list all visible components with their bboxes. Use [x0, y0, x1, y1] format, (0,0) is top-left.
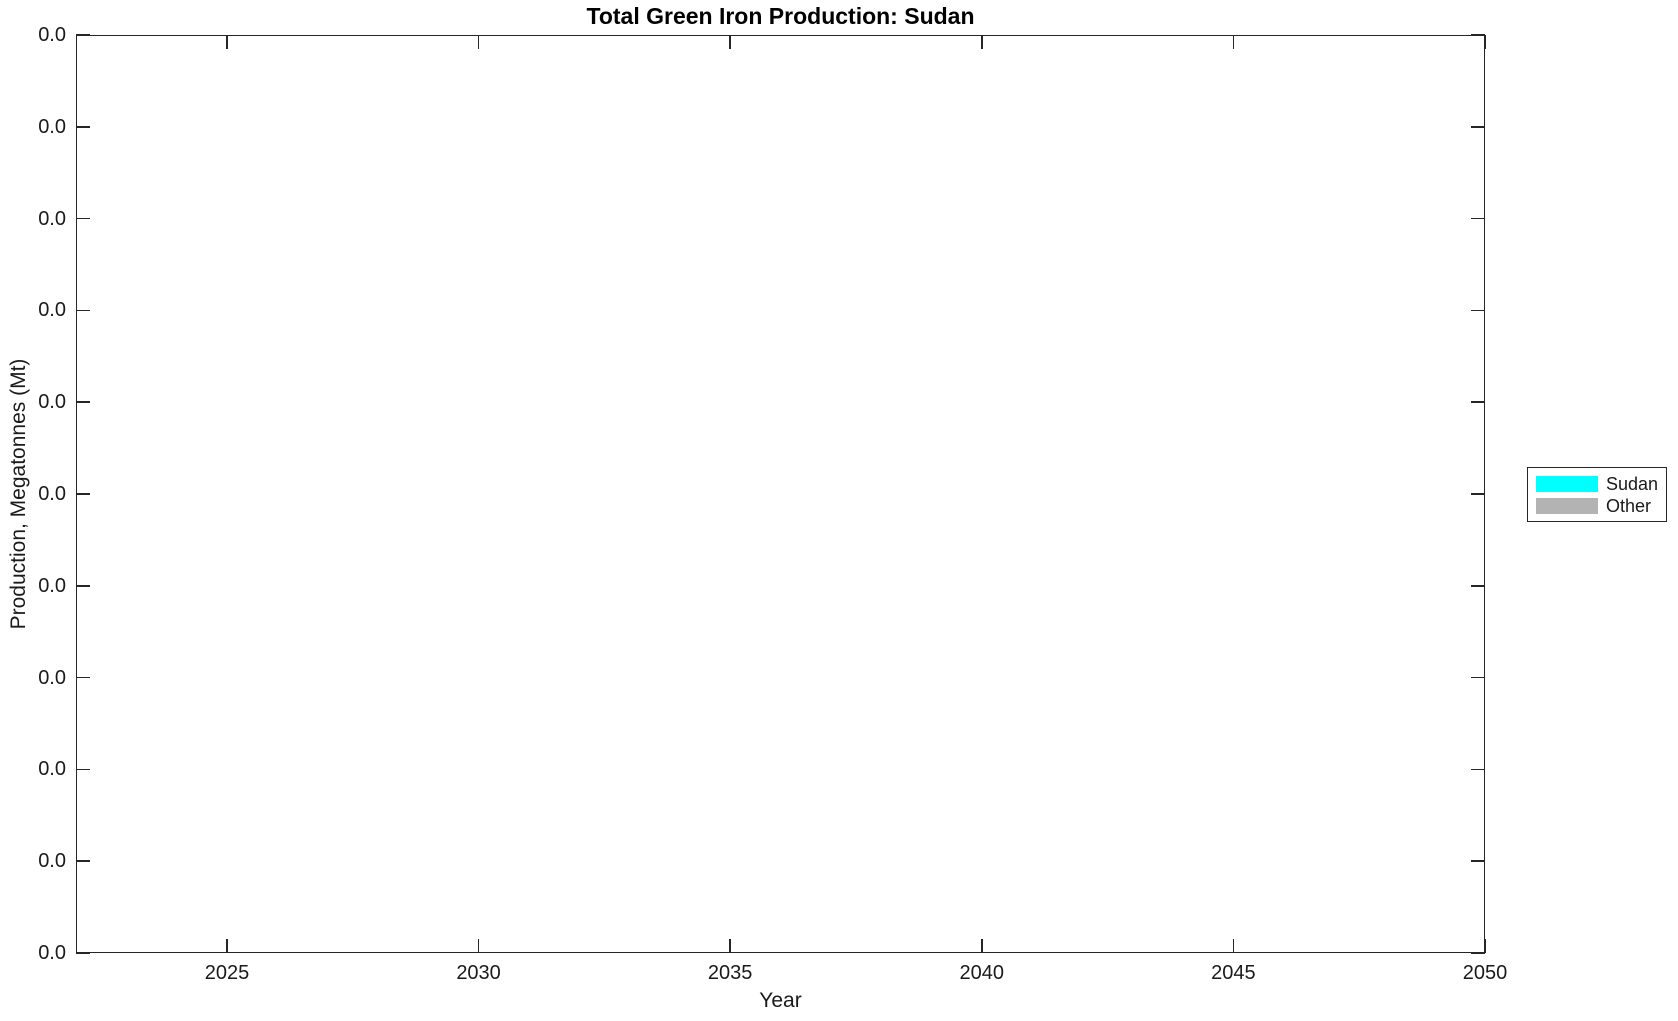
axis-tick-mark [1232, 939, 1235, 953]
axis-tick-mark [477, 35, 480, 49]
axis-tick-mark [1471, 585, 1485, 587]
legend-swatch-sudan [1536, 476, 1598, 492]
y-tick-label: 0.0 [38, 942, 66, 964]
axis-tick-mark [76, 217, 90, 220]
chart-title: Total Green Iron Production: Sudan [586, 3, 975, 29]
y-axis-label: Production, Megatonnes (Mt) [7, 358, 30, 630]
y-tick-label: 0.0 [38, 115, 66, 138]
y-tick-label: 0.0 [38, 24, 66, 46]
axis-tick-mark [76, 126, 90, 128]
axis-tick-mark [1471, 768, 1485, 771]
x-axis-label: Year [759, 989, 802, 1012]
x-tick-label: 2045 [1211, 962, 1256, 984]
axis-tick-mark [76, 952, 90, 954]
y-tick-label: 0.0 [38, 574, 66, 597]
x-tick-label: 2040 [959, 962, 1005, 984]
axis-tick-mark [1471, 309, 1485, 312]
y-tick-label: 0.0 [38, 758, 66, 781]
axis-tick-mark [76, 401, 90, 403]
axis-tick-mark [226, 35, 228, 49]
y-tick-label: 0.0 [38, 483, 66, 505]
axis-tick-mark [1471, 34, 1485, 36]
y-tick-label: 0.0 [38, 850, 66, 873]
axis-tick-mark [1484, 939, 1486, 953]
y-tick-label: 0.0 [38, 666, 66, 689]
y-tick-label: 0.0 [38, 207, 66, 230]
axis-tick-mark [76, 493, 90, 495]
axis-tick-mark [76, 768, 90, 771]
legend-label-other: Other [1606, 496, 1652, 516]
y-tick-label: 0.0 [38, 299, 66, 322]
axis-tick-mark [76, 585, 90, 587]
x-tick-label: 2035 [707, 962, 753, 984]
axis-tick-mark [1232, 35, 1235, 49]
axis-tick-mark [76, 860, 90, 862]
axis-tick-mark [981, 939, 983, 953]
axis-tick-mark [1471, 860, 1485, 862]
axis-tick-mark [1471, 217, 1485, 220]
y-tick-label: 0.0 [38, 391, 66, 414]
axis-tick-mark [1471, 493, 1485, 495]
x-tick-label: 2030 [456, 962, 501, 984]
axis-tick-mark [76, 309, 90, 312]
axis-tick-mark [1471, 126, 1485, 128]
legend-swatch-other [1536, 498, 1598, 514]
axis-tick-mark [76, 34, 90, 36]
x-tick-label: 2025 [204, 962, 250, 984]
axis-tick-mark [1471, 676, 1485, 679]
axis-tick-mark [1471, 952, 1485, 954]
plot-area [76, 35, 1485, 953]
x-tick-label: 2050 [1462, 962, 1508, 984]
axis-tick-mark [729, 939, 731, 953]
axis-tick-mark [76, 676, 90, 679]
legend-label-sudan: Sudan [1606, 474, 1659, 494]
axis-tick-mark [981, 35, 983, 49]
axis-tick-mark [1471, 401, 1485, 403]
legend-box: Sudan Other [1527, 467, 1667, 522]
axis-tick-mark [729, 35, 731, 49]
axis-tick-mark [477, 939, 480, 953]
axis-tick-mark [1484, 35, 1486, 49]
axis-tick-mark [226, 939, 228, 953]
